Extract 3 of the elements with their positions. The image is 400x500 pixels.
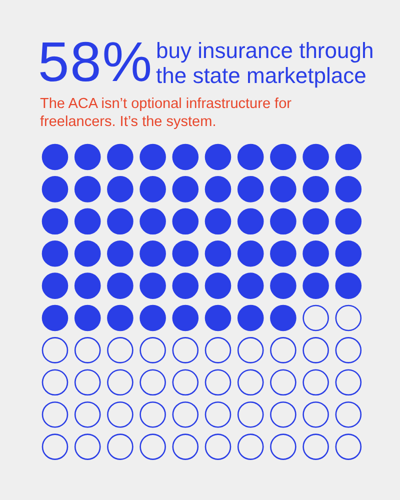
text: buy insurance through the state marketplace — [156, 38, 375, 88]
text: The ACA isn’t optional infrastructure for freelancers. It’s the system. — [40, 95, 292, 131]
data-label: 58% — [38, 30, 154, 94]
